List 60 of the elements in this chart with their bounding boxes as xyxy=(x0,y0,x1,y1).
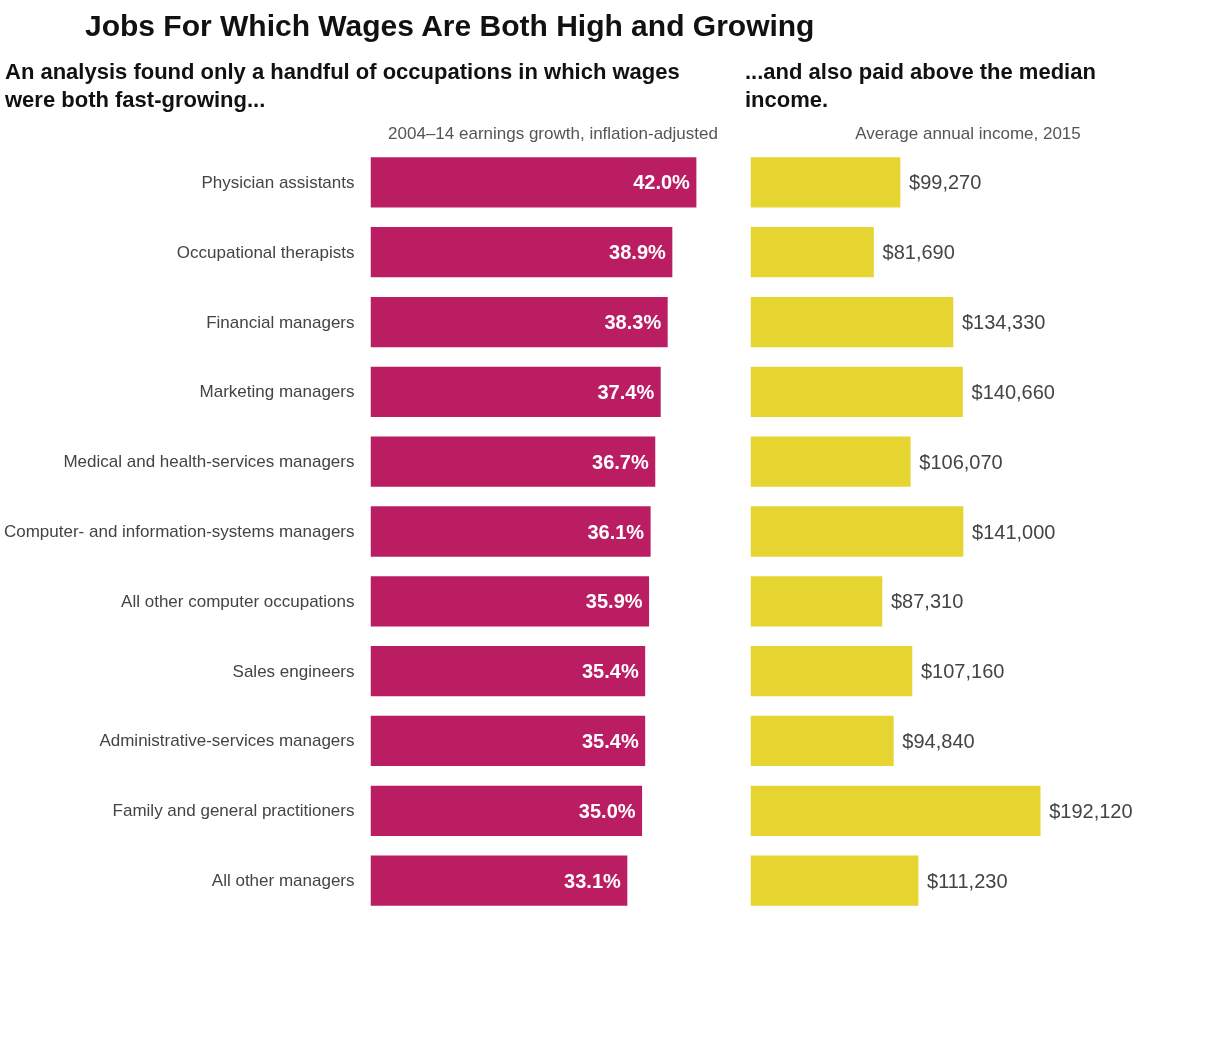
bar xyxy=(370,366,661,418)
data-label: 36.1% xyxy=(587,520,645,543)
data-label: 35.0% xyxy=(578,799,636,822)
data-label: 38.3% xyxy=(604,311,662,334)
data-label: $81,690 xyxy=(882,241,955,264)
data-label: $192,120 xyxy=(1049,799,1133,822)
chart-title: Jobs For Which Wages Are Both High and Growing xyxy=(85,8,815,44)
bar xyxy=(750,296,954,348)
bar xyxy=(370,296,668,348)
data-label: $107,160 xyxy=(920,660,1005,683)
y-tick-label: Computer- and information-systems managers xyxy=(3,522,355,542)
bar xyxy=(750,436,911,487)
y-tick-label: Physician assistants xyxy=(201,172,355,192)
chart-subtitle: An analysis found only a handful of occupations in which wages were both fast-growing... xyxy=(5,57,681,115)
y-tick-label: All other computer occupations xyxy=(121,591,355,611)
y-tick-label: Financial managers xyxy=(206,312,355,332)
data-label: $94,840 xyxy=(902,729,975,752)
bar xyxy=(750,715,894,767)
data-label: $134,330 xyxy=(961,311,1046,334)
y-tick-label: Administrative-services managers xyxy=(99,731,355,751)
bar xyxy=(750,855,919,906)
x-axis-title: Average annual income, 2015 xyxy=(855,123,1081,143)
bar xyxy=(370,646,646,697)
bar xyxy=(750,157,901,208)
bar xyxy=(750,227,874,278)
bar xyxy=(750,506,964,557)
x-axis-title: 2004–14 earnings growth, inflation-adjusted xyxy=(388,123,718,143)
bar xyxy=(370,715,646,767)
data-label: 42.0% xyxy=(633,171,691,194)
data-label: 35.4% xyxy=(581,660,639,683)
data-label: $87,310 xyxy=(890,590,964,613)
y-tick-label: All other managers xyxy=(211,871,355,891)
data-label: $106,070 xyxy=(919,450,1003,473)
y-tick-label: Medical and health-services managers xyxy=(63,452,355,472)
data-label: $140,660 xyxy=(971,380,1055,403)
bar xyxy=(750,366,963,418)
data-label: 36.7% xyxy=(592,450,649,473)
chart-subtitle: ...and also paid above the median income. xyxy=(745,57,1097,115)
data-label: $99,270 xyxy=(909,171,982,194)
bar xyxy=(370,436,656,487)
bar xyxy=(370,785,643,836)
bar xyxy=(370,855,628,906)
y-tick-label: Sales engineers xyxy=(232,661,355,681)
data-label: $111,230 xyxy=(927,869,1008,892)
bar xyxy=(750,576,883,627)
bar xyxy=(370,157,697,208)
bar xyxy=(370,576,650,627)
data-label: 35.4% xyxy=(581,729,639,752)
bar xyxy=(750,646,913,697)
data-label: 37.4% xyxy=(597,380,655,403)
data-label: 33.1% xyxy=(564,869,622,892)
bar xyxy=(370,506,651,557)
bar xyxy=(750,785,1041,836)
y-tick-label: Marketing managers xyxy=(199,382,355,402)
y-tick-label: Occupational therapists xyxy=(176,242,355,262)
data-label: 35.9% xyxy=(585,590,643,613)
y-tick-label: Family and general practitioners xyxy=(112,801,355,821)
bar xyxy=(370,227,673,278)
data-label: $141,000 xyxy=(972,520,1056,543)
data-label: 38.9% xyxy=(609,241,667,264)
